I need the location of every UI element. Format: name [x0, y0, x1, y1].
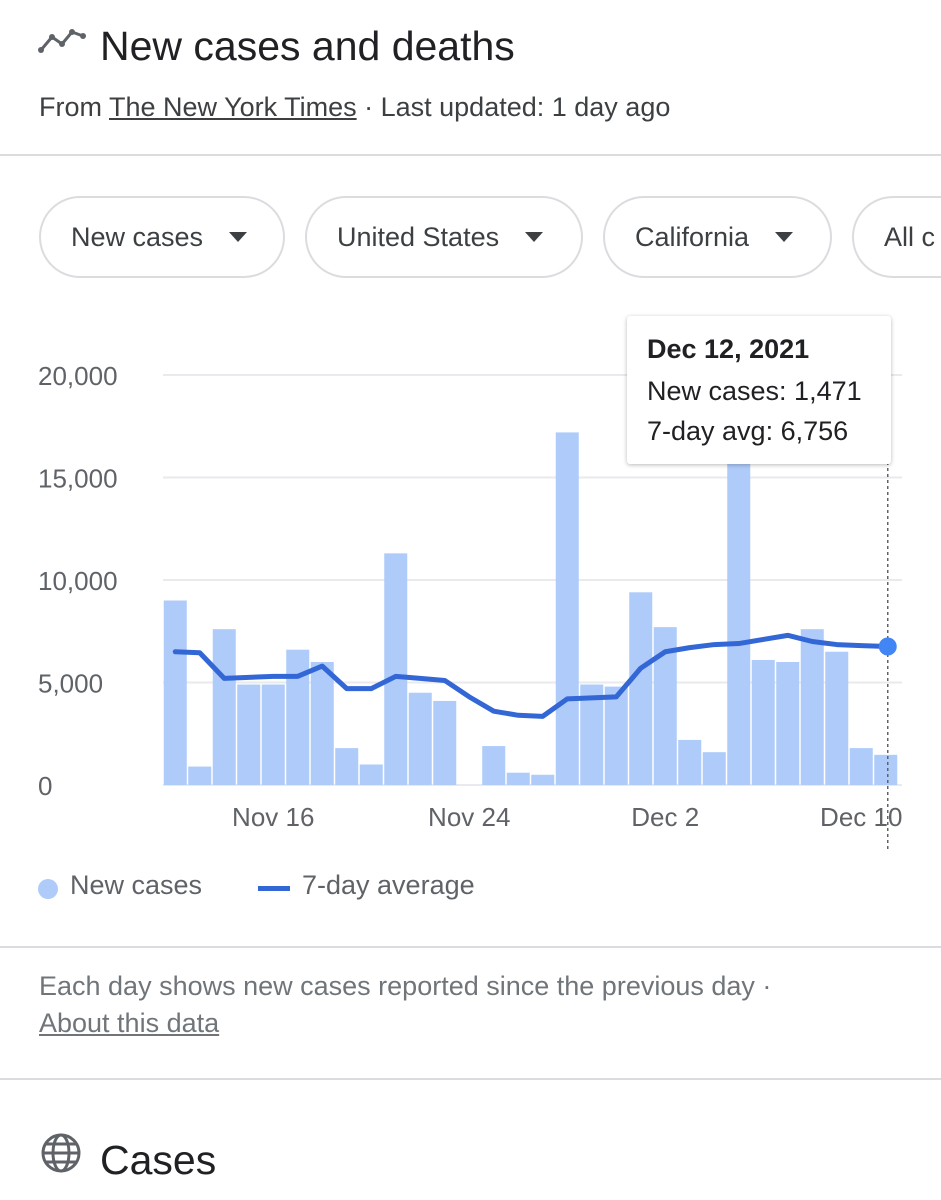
- y-tick-label: 5,000: [38, 669, 103, 699]
- section-divider: [0, 1078, 941, 1080]
- data-note: Each day shows new cases reported since …: [39, 968, 919, 1042]
- seven-day-average-line: [172, 632, 891, 719]
- new-cases-bar: [506, 772, 530, 785]
- y-tick-label: 20,000: [38, 361, 118, 391]
- avg-legend-line: [258, 886, 290, 891]
- county-filter-chip[interactable]: All c: [852, 196, 941, 278]
- country-filter-chip[interactable]: United States: [305, 196, 583, 278]
- new-cases-bar: [482, 746, 506, 785]
- x-tick-label: Dec 10: [820, 802, 902, 832]
- dropdown-arrow-icon: [775, 232, 794, 242]
- new-cases-bar: [702, 752, 726, 785]
- country-filter-label: United States: [337, 221, 500, 252]
- y-tick-label: 10,000: [38, 566, 118, 596]
- source-prefix: From: [39, 92, 110, 122]
- last-updated: · Last updated: 1 day ago: [356, 92, 671, 122]
- new-cases-bar: [849, 748, 873, 785]
- state-filter-chip[interactable]: California: [603, 196, 832, 278]
- new-cases-bar: [384, 553, 408, 785]
- highlighted-point: [878, 637, 897, 656]
- new-cases-legend-dot: [38, 879, 58, 899]
- source-link[interactable]: The New York Times: [109, 92, 357, 122]
- state-filter-label: California: [635, 221, 750, 252]
- chart-tooltip: Dec 12, 2021 New cases: 1,471 7-day avg:…: [627, 316, 891, 464]
- new-cases-bar: [433, 700, 457, 785]
- dropdown-arrow-icon: [229, 232, 248, 242]
- new-cases-bar: [335, 748, 359, 785]
- about-data-link[interactable]: About this data: [39, 1008, 220, 1038]
- new-cases-bar: [751, 659, 775, 785]
- tooltip-avg: 7-day avg: 6,756: [647, 416, 849, 446]
- tooltip-new-cases: New cases: 1,471: [647, 376, 862, 406]
- globe-icon: [41, 1133, 81, 1173]
- new-cases-bar: [678, 739, 702, 785]
- legend-new-cases: New cases: [70, 870, 203, 900]
- source-line: From The New York Times · Last updated: …: [39, 88, 670, 126]
- header-divider: [0, 154, 941, 156]
- new-cases-bar: [286, 649, 310, 785]
- new-cases-bar: [237, 684, 261, 785]
- trending-line-icon: [38, 29, 86, 53]
- new-cases-bar: [555, 432, 579, 785]
- new-cases-bar: [776, 662, 800, 785]
- cases-chart[interactable]: 0 5,000 10,000 15,000 20,000 Nov 16 Nov 24 Dec …: [0, 300, 941, 860]
- legend-avg: 7-day average: [302, 870, 475, 900]
- x-tick-label: Nov 16: [232, 802, 314, 832]
- cases-section-title: Cases: [100, 1137, 217, 1183]
- metric-filter-chip[interactable]: New cases: [39, 196, 285, 278]
- new-cases-bar: [629, 592, 653, 785]
- new-cases-bar: [727, 463, 751, 785]
- chart-header: New cases and deaths From The New York T…: [0, 0, 941, 156]
- legend-divider: [0, 946, 941, 948]
- filter-chips: New cases United States California All c: [0, 196, 941, 282]
- tooltip-date: Dec 12, 2021: [647, 334, 810, 364]
- y-tick-label: 15,000: [38, 464, 118, 494]
- new-cases-bar: [580, 684, 604, 785]
- new-cases-bar: [261, 684, 285, 785]
- page-title: New cases and deaths: [100, 23, 515, 69]
- new-cases-bar: [163, 600, 187, 785]
- new-cases-bar: [825, 651, 849, 785]
- new-cases-bar: [188, 766, 212, 785]
- note-text: Each day shows new cases reported since …: [39, 971, 755, 1001]
- new-cases-bar: [800, 629, 824, 785]
- metric-filter-label: New cases: [71, 221, 204, 252]
- x-tick-label: Dec 2: [631, 802, 699, 832]
- x-tick-label: Nov 24: [428, 802, 510, 832]
- new-cases-bar: [653, 627, 677, 785]
- note-separator: ·: [754, 971, 772, 1001]
- new-cases-bar: [604, 686, 628, 785]
- new-cases-bar: [212, 629, 236, 785]
- dropdown-arrow-icon: [525, 232, 544, 242]
- new-cases-bar: [408, 692, 432, 785]
- y-tick-label: 0: [38, 771, 52, 801]
- county-filter-label: All c: [884, 221, 936, 252]
- new-cases-bar: [874, 754, 898, 785]
- new-cases-bar: [359, 764, 383, 785]
- new-cases-bar: [531, 774, 555, 785]
- new-cases-bar: [310, 662, 334, 785]
